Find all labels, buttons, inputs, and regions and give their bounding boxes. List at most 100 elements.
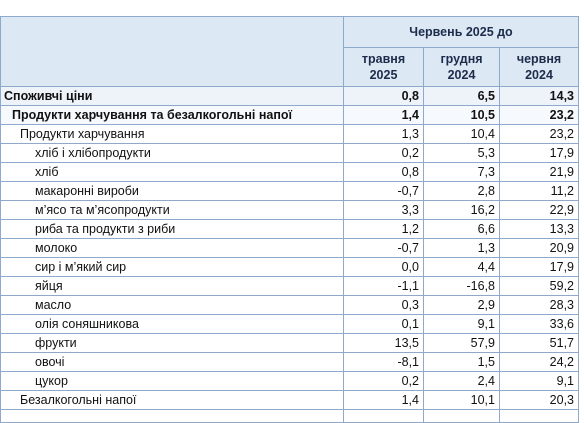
- header-group-label: Червень 2025 до: [342, 16, 580, 48]
- value-vs-may-2025: 13,5: [343, 333, 424, 353]
- value-vs-dec-2024: 57,9: [423, 333, 500, 353]
- value-vs-may-2025: -1,1: [343, 276, 424, 296]
- value-vs-dec-2024: 7,3: [423, 162, 500, 182]
- row-label: сир і м’який сир: [0, 257, 344, 277]
- header-col-month: травня: [361, 52, 406, 66]
- row-label: молоко: [0, 238, 344, 258]
- value-vs-jun-2024: 51,7: [498, 333, 580, 353]
- price-index-table-view: Червень 2025 до травня 2025 грудня 2024 …: [0, 16, 580, 423]
- value-vs-dec-2024: 10,1: [423, 390, 500, 410]
- table-row: овочі -8,1 1,5 24,2: [0, 352, 580, 372]
- value-cell: [498, 409, 580, 423]
- value-vs-may-2025: 0,8: [343, 162, 424, 182]
- row-label: Продукти харчування та безалкогольні нап…: [0, 105, 344, 125]
- value-vs-jun-2024: 33,6: [498, 314, 580, 334]
- row-label: хліб і хлібопродукти: [0, 143, 344, 163]
- row-label: фрукти: [0, 333, 344, 353]
- value-vs-dec-2024: 6,5: [423, 86, 500, 106]
- row-label: хліб: [0, 162, 344, 182]
- value-vs-jun-2024: 28,3: [498, 295, 580, 315]
- row-label: [0, 409, 344, 423]
- value-vs-jun-2024: 22,9: [498, 200, 580, 220]
- table-row: молоко -0,7 1,3 20,9: [0, 238, 580, 258]
- header-col-dec-2024: грудня 2024: [423, 47, 500, 87]
- table-row: Продукти харчування 1,3 10,4 23,2: [0, 124, 580, 144]
- row-label: риба та продукти з риби: [0, 219, 344, 239]
- row-label: овочі: [0, 352, 344, 372]
- value-vs-may-2025: 0,0: [343, 257, 424, 277]
- value-vs-jun-2024: 59,2: [498, 276, 580, 296]
- table-row: хліб 0,8 7,3 21,9: [0, 162, 580, 182]
- value-vs-dec-2024: 1,5: [423, 352, 500, 372]
- header-corner-cell: [0, 16, 344, 87]
- table-row: риба та продукти з риби 1,2 6,6 13,3: [0, 219, 580, 239]
- value-cell: [343, 409, 424, 423]
- table-row: яйця -1,1 -16,8 59,2: [0, 276, 580, 296]
- value-vs-may-2025: -8,1: [343, 352, 424, 372]
- value-vs-may-2025: 0,2: [343, 143, 424, 163]
- table-row: сир і м’який сир 0,0 4,4 17,9: [0, 257, 580, 277]
- value-vs-may-2025: 0,2: [343, 371, 424, 391]
- value-vs-may-2025: 1,2: [343, 219, 424, 239]
- table-row: масло 0,3 2,9 28,3: [0, 295, 580, 315]
- table-row: м’ясо та м’ясопродукти 3,3 16,2 22,9: [0, 200, 580, 220]
- value-vs-dec-2024: 6,6: [423, 219, 500, 239]
- value-vs-may-2025: 1,4: [343, 105, 424, 125]
- row-label: Продукти харчування: [0, 124, 344, 144]
- table-row: Продукти харчування та безалкогольні нап…: [0, 105, 580, 125]
- value-vs-dec-2024: 2,9: [423, 295, 500, 315]
- table-header: Червень 2025 до травня 2025 грудня 2024 …: [0, 16, 580, 87]
- row-label: м’ясо та м’ясопродукти: [0, 200, 344, 220]
- value-vs-may-2025: -0,7: [343, 181, 424, 201]
- row-label: цукор: [0, 371, 344, 391]
- table-row: цукор 0,2 2,4 9,1: [0, 371, 580, 391]
- value-vs-dec-2024: 9,1: [423, 314, 500, 334]
- value-vs-may-2025: 1,4: [343, 390, 424, 410]
- value-vs-dec-2024: 2,8: [423, 181, 500, 201]
- value-vs-dec-2024: 2,4: [423, 371, 500, 391]
- header-col-year: 2025: [369, 68, 398, 82]
- header-row-group: Червень 2025 до: [0, 16, 580, 87]
- value-vs-may-2025: 3,3: [343, 200, 424, 220]
- value-vs-dec-2024: 10,4: [423, 124, 500, 144]
- row-label: макаронні вироби: [0, 181, 344, 201]
- table-row: фрукти 13,5 57,9 51,7: [0, 333, 580, 353]
- row-label: масло: [0, 295, 344, 315]
- value-vs-may-2025: 0,8: [343, 86, 424, 106]
- header-row-periods: травня 2025 грудня 2024 червня 2024: [1, 47, 580, 87]
- table-body: Споживчі ціни 0,8 6,5 14,3 Продукти харч…: [0, 86, 580, 423]
- value-vs-dec-2024: 4,4: [423, 257, 500, 277]
- header-col-month: грудня: [440, 52, 483, 66]
- table-row: олія соняшникова 0,1 9,1 33,6: [0, 314, 580, 334]
- row-label: Безалкогольні напої: [0, 390, 344, 410]
- value-vs-dec-2024: 5,3: [423, 143, 500, 163]
- value-vs-dec-2024: -16,8: [423, 276, 500, 296]
- value-vs-jun-2024: 17,9: [498, 257, 580, 277]
- table-row: Безалкогольні напої 1,4 10,1 20,3: [0, 390, 580, 410]
- value-vs-jun-2024: 20,9: [498, 238, 580, 258]
- row-label: олія соняшникова: [0, 314, 344, 334]
- value-vs-jun-2024: 20,3: [498, 390, 580, 410]
- value-vs-may-2025: 0,3: [343, 295, 424, 315]
- table-row: хліб і хлібопродукти 0,2 5,3 17,9: [0, 143, 580, 163]
- header-col-year: 2024: [525, 68, 553, 82]
- value-vs-may-2025: 1,3: [343, 124, 424, 144]
- table-row: макаронні вироби -0,7 2,8 11,2: [0, 181, 580, 201]
- value-vs-jun-2024: 23,2: [498, 124, 580, 144]
- value-vs-may-2025: 0,1: [343, 314, 424, 334]
- value-vs-dec-2024: 10,5: [423, 105, 500, 125]
- value-vs-jun-2024: 13,3: [498, 219, 580, 239]
- value-vs-dec-2024: 1,3: [423, 238, 500, 258]
- header-col-month: червня: [516, 52, 562, 66]
- table-row-cut-off: [0, 409, 580, 423]
- value-vs-jun-2024: 14,3: [498, 86, 580, 106]
- value-vs-jun-2024: 21,9: [498, 162, 580, 182]
- table-row: Споживчі ціни 0,8 6,5 14,3: [0, 86, 580, 106]
- value-vs-jun-2024: 24,2: [498, 352, 580, 372]
- row-label: яйця: [0, 276, 344, 296]
- price-index-table: Червень 2025 до травня 2025 грудня 2024 …: [0, 16, 580, 423]
- value-vs-dec-2024: 16,2: [423, 200, 500, 220]
- header-col-jun-2024: червня 2024: [498, 47, 580, 87]
- header-col-may-2025: травня 2025: [343, 47, 424, 87]
- value-cell: [423, 409, 500, 423]
